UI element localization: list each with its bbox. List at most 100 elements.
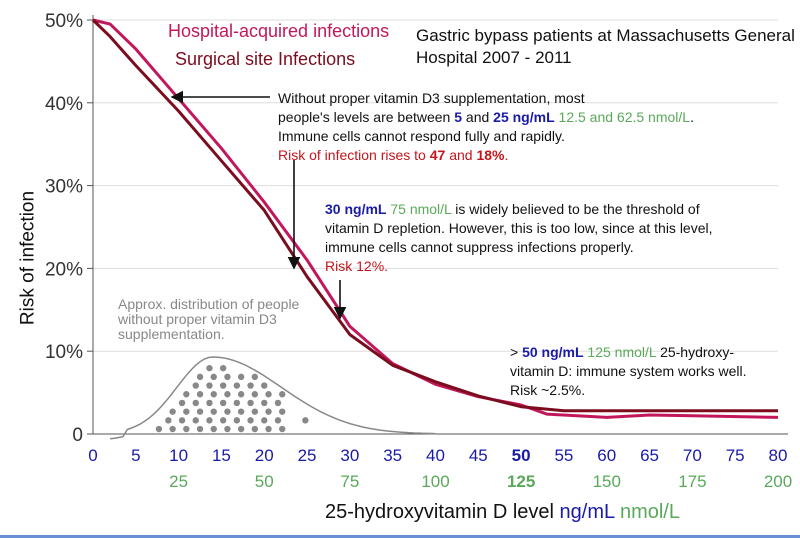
y-tick-label: 40% — [45, 94, 83, 115]
distribution-dot — [224, 426, 230, 432]
distribution-dot — [238, 408, 244, 414]
a1-line1: Without proper vitamin D3 supplementatio… — [278, 89, 694, 108]
distribution-dot — [261, 382, 267, 388]
distribution-dot — [197, 426, 203, 432]
distribution-dot — [211, 391, 217, 397]
x-tick-label: 25 — [298, 446, 317, 465]
distribution-dot — [183, 408, 189, 414]
legend-hospital: Hospital-acquired infections — [168, 22, 389, 41]
distribution-dot — [238, 374, 244, 380]
distribution-dot — [165, 417, 171, 423]
chart-root: 0 10% 20% 30% 40% 50% 0 5 10 15 20 25 30 35 40 45 50 55 60… — [0, 0, 800, 538]
distribution-dot — [193, 382, 199, 388]
x-axis-label: 25-hydroxyvitamin D level ng/mL nmol/L — [325, 500, 680, 524]
annotation-50ng: > 50 ng/mL 125 nmol/L 25-hydroxy- vitami… — [510, 343, 747, 400]
distribution-dot — [211, 426, 217, 432]
x-tick-label-nmol: 200 — [764, 472, 792, 491]
distribution-dot — [279, 426, 285, 432]
distribution-dot — [220, 365, 226, 371]
distribution-dot — [193, 400, 199, 406]
distribution-dot — [220, 382, 226, 388]
distribution-dot — [224, 391, 230, 397]
x-tick-label-nmol: 100 — [421, 472, 449, 491]
distribution-dot — [206, 365, 212, 371]
x-tick-label-nmol: 75 — [340, 472, 359, 491]
distribution-dot — [193, 417, 199, 423]
distribution-dot — [279, 391, 285, 397]
distribution-dot — [275, 417, 281, 423]
distribution-dot — [265, 426, 271, 432]
distribution-dot — [261, 400, 267, 406]
distribution-dot — [224, 374, 230, 380]
x-tick-label: 10 — [169, 446, 188, 465]
distribution-dot — [197, 374, 203, 380]
legend-surgical: Surgical site Infections — [175, 50, 355, 69]
x-tick-label: 55 — [554, 446, 573, 465]
distribution-dot — [234, 417, 240, 423]
x-tick-label: 75 — [726, 446, 745, 465]
a1-line2: people's levels are between 5 and 25 ng/… — [278, 108, 694, 127]
distribution-dot — [275, 400, 281, 406]
x-tick-label-nmol: 150 — [593, 472, 621, 491]
y-tick-label: 10% — [45, 342, 83, 363]
distribution-dot — [302, 417, 308, 423]
distribution-dot — [234, 382, 240, 388]
distribution-dot — [247, 417, 253, 423]
x-tick-label: 40 — [426, 446, 445, 465]
x-tick-label: 80 — [769, 446, 788, 465]
x-tick-label: 35 — [383, 446, 402, 465]
x-tick-label: 0 — [88, 446, 97, 465]
x-tick-label: 65 — [640, 446, 659, 465]
a1-line3: Immune cells cannot respond fully and ra… — [278, 127, 694, 146]
y-tick-label: 20% — [45, 259, 83, 280]
distribution-dot — [206, 382, 212, 388]
x-tick-label-nmol: 25 — [169, 472, 188, 491]
x-tick-label-nmol: 125 — [507, 472, 535, 491]
x-tick-label: 15 — [212, 446, 231, 465]
distribution-dot — [265, 391, 271, 397]
distribution-dot — [238, 391, 244, 397]
distribution-dot — [224, 408, 230, 414]
distribution-dot — [238, 426, 244, 432]
distribution-dot — [211, 408, 217, 414]
distribution-dot — [247, 400, 253, 406]
distribution-dot — [206, 400, 212, 406]
y-tick-label: 50% — [45, 11, 83, 32]
a1-line4: Risk of infection rises to 47 and 18%. — [278, 146, 694, 165]
x-tick-label-nmol: 175 — [678, 472, 706, 491]
distribution-dot — [197, 391, 203, 397]
distribution-dot — [179, 417, 185, 423]
distribution-dot — [265, 408, 271, 414]
distribution-dot — [169, 426, 175, 432]
y-tick-label: 0 — [72, 425, 83, 446]
y-tick-label: 30% — [45, 177, 83, 198]
x-tick-label-nmol: 50 — [255, 472, 274, 491]
distribution-dot — [179, 400, 185, 406]
x-tick-label: 20 — [255, 446, 274, 465]
distribution-dot — [234, 400, 240, 406]
distribution-dot — [156, 426, 162, 432]
distribution-dot — [252, 391, 258, 397]
x-tick-label: 30 — [340, 446, 359, 465]
distribution-dot — [252, 426, 258, 432]
distribution-dot — [247, 382, 253, 388]
distribution-dot — [252, 374, 258, 380]
x-tick-label: 70 — [683, 446, 702, 465]
x-tick-label: 50 — [512, 446, 531, 465]
annotation-30ng: 30 ng/mL 75 nmol/L is widely believed to… — [325, 200, 713, 276]
distribution-dot — [197, 408, 203, 414]
distribution-dot — [211, 374, 217, 380]
x-tick-label: 45 — [469, 446, 488, 465]
x-tick-label: 5 — [131, 446, 140, 465]
chart-title: Gastric bypass patients at Massachusetts… — [416, 25, 796, 69]
distribution-dot — [279, 408, 285, 414]
x-tick-label: 60 — [597, 446, 616, 465]
y-axis-label: Risk of infection — [19, 191, 38, 325]
distribution-dot — [252, 408, 258, 414]
distribution-dot — [169, 408, 175, 414]
distribution-dot — [261, 417, 267, 423]
annotation-without-supplementation: Without proper vitamin D3 supplementatio… — [278, 89, 694, 165]
distribution-label: Approx. distribution of people without p… — [118, 297, 318, 342]
distribution-dot — [183, 391, 189, 397]
distribution-dot — [220, 417, 226, 423]
